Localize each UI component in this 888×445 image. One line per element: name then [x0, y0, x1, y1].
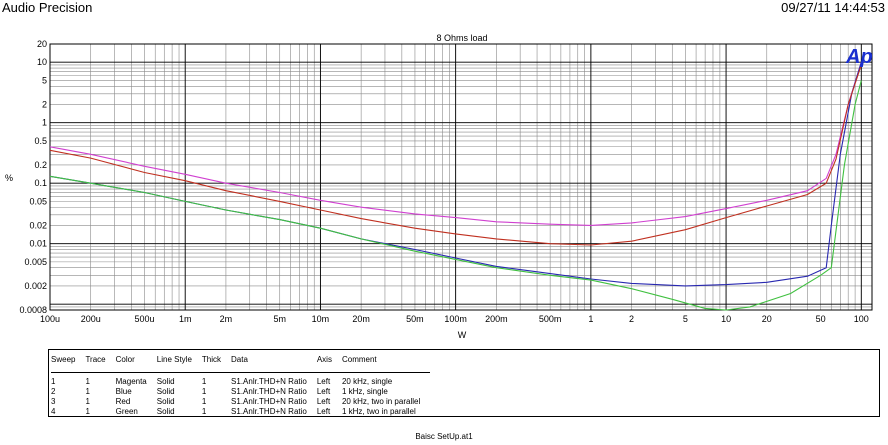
legend-cell: Solid: [156, 396, 175, 406]
legend-cell: Left: [316, 396, 331, 406]
chart-grid: [49, 43, 873, 311]
legend-header-cell: Color: [115, 355, 135, 364]
legend-cell: S1.Anlr.THD+N Ratio: [231, 406, 307, 416]
y-tick-label: 5: [42, 75, 47, 85]
x-tick-label: 10: [721, 314, 731, 324]
x-tick-label: 200u: [81, 314, 101, 324]
legend-header-cell: Comment: [341, 355, 377, 364]
x-tick-label: 100u: [40, 314, 60, 324]
y-tick-label: 0.01: [29, 239, 47, 249]
legend-cell: Left: [316, 406, 331, 416]
legend-cell: Left: [316, 386, 331, 396]
series-line-3: [49, 64, 862, 246]
legend-header-cell: Thick: [201, 355, 222, 364]
x-tick-label: 200m: [485, 314, 508, 324]
legend-cell: 1: [85, 396, 90, 406]
x-tick-label: 500m: [539, 314, 562, 324]
legend-cell: 4: [51, 406, 56, 416]
y-tick-label: 10: [37, 57, 47, 67]
y-tick-label: 2: [42, 99, 47, 109]
legend-cell: 1: [51, 376, 56, 386]
legend-cell: Red: [115, 396, 131, 406]
x-tick-label: 2: [629, 314, 634, 324]
y-tick-label: 0.2: [34, 160, 47, 170]
app-title: Audio Precision: [2, 0, 93, 15]
series-line-1: [49, 62, 862, 226]
x-tick-label: 5m: [273, 314, 286, 324]
legend-cell: 3: [51, 396, 56, 406]
legend-cell: 1: [85, 376, 90, 386]
legend-cell: Left: [316, 376, 331, 386]
legend-cell: 1 kHz, two in parallel: [341, 406, 416, 416]
legend-row: 3 1 Red Solid 1 S1.Anlr.THD+N Ratio Left 20 kHz…: [51, 397, 430, 407]
legend-cell: 1: [201, 396, 207, 406]
timestamp: 09/27/11 14:44:53: [781, 0, 885, 15]
chart-title: 8 Ohms load: [436, 33, 487, 43]
y-axis-label: %: [5, 173, 13, 183]
y-tick-label: 0.02: [29, 220, 47, 230]
legend-row: 2 1 Blue Solid 1 S1.Anlr.THD+N Ratio Left 1 kHz…: [51, 387, 430, 397]
ap-logo: Ap: [845, 46, 873, 68]
y-tick-label: 0.0008: [19, 305, 47, 315]
legend-row: 4 1 Green Solid 1 S1.Anlr.THD+N Ratio Left 1 kH…: [51, 407, 430, 417]
legend-cell: 1 kHz, single: [341, 386, 388, 396]
x-tick-label: 1m: [179, 314, 192, 324]
legend-cell: 1: [85, 386, 90, 396]
legend-cell: 1: [85, 406, 90, 416]
legend-cell: Solid: [156, 386, 175, 396]
legend-header-row: Sweep Trace Color Line Style Thick Data Axis Co…: [51, 352, 430, 372]
x-tick-label: 500u: [134, 314, 154, 324]
y-tick-label: 20: [37, 39, 47, 49]
y-tick-label: 0.5: [34, 136, 47, 146]
legend-row: 1 1 Magenta Solid 1 S1.Anlr.THD+N Ratio Left 20…: [51, 372, 430, 387]
x-tick-label: 50m: [406, 314, 424, 324]
legend-cell: S1.Anlr.THD+N Ratio: [231, 386, 307, 396]
x-tick-label: 100: [854, 314, 869, 324]
footer-filename: Baisc SetUp.at1: [415, 432, 473, 441]
chart-plot: 100u 200u 500u 1m 2m 5m 10m 20m 50m 100m 200m 500m 1…: [5, 33, 873, 340]
x-tick-label: 20m: [352, 314, 370, 324]
legend-header-cell: Data: [231, 355, 248, 364]
legend-cell: 20 kHz, two in parallel: [341, 396, 421, 406]
legend-cell: S1.Anlr.THD+N Ratio: [231, 376, 307, 386]
y-tick-label: 0.05: [29, 196, 47, 206]
y-tick-label: 1: [42, 118, 47, 128]
legend-header-cell: Sweep: [51, 355, 76, 364]
x-axis-label: W: [458, 330, 467, 340]
x-tick-label: 2m: [220, 314, 233, 324]
legend-cell: Solid: [156, 406, 175, 416]
x-tick-label: 1: [588, 314, 593, 324]
x-tick-label: 20: [762, 314, 772, 324]
x-tick-label: 50: [816, 314, 826, 324]
chart-series: [49, 62, 862, 311]
legend-header-cell: Line Style: [156, 355, 192, 364]
y-tick-label: 0.005: [24, 257, 47, 267]
legend-table: Sweep Trace Color Line Style Thick Data Axis Co…: [48, 349, 880, 417]
legend-cell: Blue: [115, 386, 132, 396]
chart-ticks: 100u 200u 500u 1m 2m 5m 10m 20m 50m 100m 200m 500m 1…: [19, 39, 868, 324]
legend-cell: 1: [201, 386, 207, 396]
y-tick-label: 0.1: [34, 178, 47, 188]
legend-cell: 1: [201, 406, 207, 416]
legend-header-cell: Axis: [316, 355, 332, 364]
legend-cell: Green: [115, 406, 138, 416]
legend-cell: 1: [201, 376, 207, 386]
legend-cell: Magenta: [115, 376, 147, 386]
legend-cell: S1.Anlr.THD+N Ratio: [231, 396, 307, 406]
legend-cell: 20 kHz, single: [341, 376, 393, 386]
x-tick-label: 100m: [444, 314, 467, 324]
legend-header-cell: Trace: [85, 355, 106, 364]
legend-body: 1 1 Magenta Solid 1 S1.Anlr.THD+N Ratio Left 20…: [51, 372, 430, 417]
plot-frame: [49, 43, 873, 311]
legend-cell: Solid: [156, 376, 175, 386]
series-line-4: [49, 80, 862, 311]
y-tick-label: 0.002: [24, 281, 47, 291]
x-tick-label: 10m: [312, 314, 330, 324]
x-tick-label: 5: [683, 314, 688, 324]
legend-cell: 2: [51, 386, 56, 396]
